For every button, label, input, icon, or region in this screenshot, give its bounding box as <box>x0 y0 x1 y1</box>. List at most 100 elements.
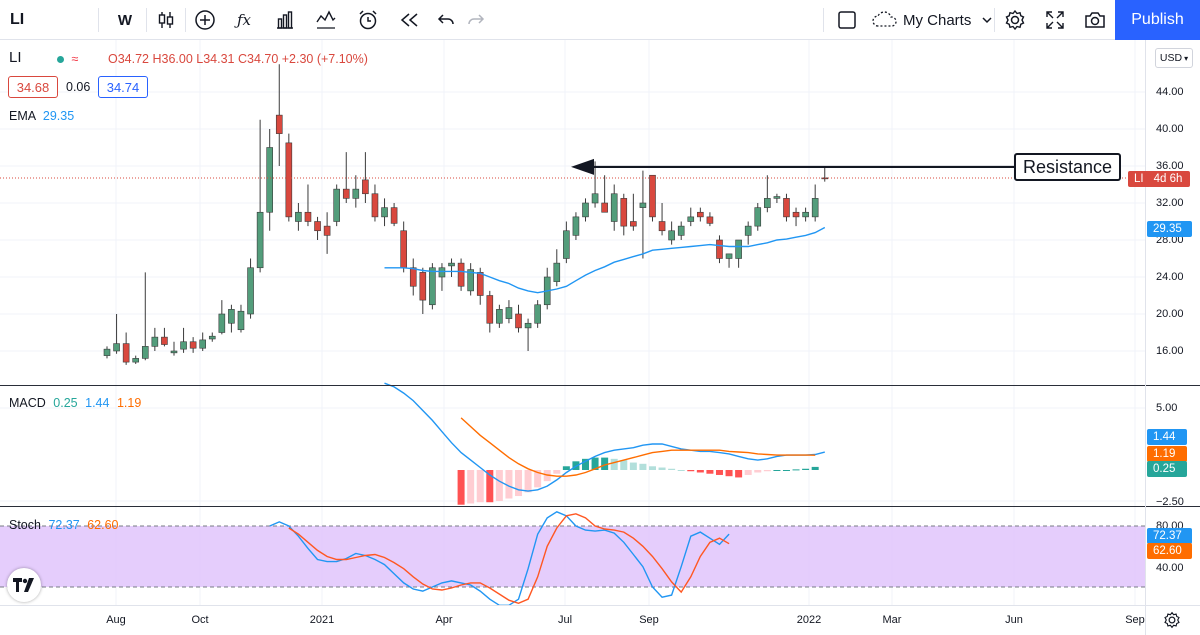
candle-body <box>151 336 159 347</box>
candle-body <box>572 216 580 236</box>
layout-icon[interactable] <box>835 0 859 40</box>
candle-body <box>429 267 436 306</box>
candle-up <box>113 314 120 354</box>
candle-up <box>543 267 551 310</box>
symbol-search-button[interactable]: LI <box>10 11 25 28</box>
time-tick: Aug <box>106 614 126 626</box>
candle-body <box>783 198 790 218</box>
stoch-d-tag: 62.60 <box>1147 543 1192 559</box>
candle-body <box>496 309 503 324</box>
candle-body <box>639 202 647 208</box>
candle-body <box>228 309 235 324</box>
interval-button[interactable]: W <box>117 11 133 29</box>
replay-icon[interactable] <box>397 0 421 40</box>
last-price-tag: LI 4d 6h <box>1128 171 1190 187</box>
macd-hist-bar <box>792 469 800 471</box>
macd-legend-macd: 1.44 <box>85 396 110 410</box>
currency-selector[interactable]: USD ▾ <box>1155 48 1193 68</box>
stoch-tick: 40.00 <box>1156 562 1184 574</box>
chart-canvas[interactable] <box>0 40 1200 635</box>
candle-body <box>342 188 350 199</box>
add-indicator-icon[interactable] <box>193 0 217 40</box>
candle-down <box>716 235 723 264</box>
candle-body <box>476 272 484 296</box>
candle-up <box>591 161 599 208</box>
candles-icon[interactable] <box>154 0 178 40</box>
candle-body <box>400 230 407 269</box>
ema-line <box>384 226 826 294</box>
macd-hist-bar <box>486 470 494 503</box>
candle-up <box>735 239 742 268</box>
candle-down <box>362 152 369 203</box>
candle-up <box>563 221 570 264</box>
macd-hist-bar <box>476 470 484 503</box>
alert-icon[interactable] <box>355 0 381 40</box>
candle-body <box>658 221 666 232</box>
legend-symbol: LI <box>9 49 22 66</box>
candle-up <box>754 203 762 231</box>
candle-body <box>352 188 360 199</box>
chevron-down-icon <box>982 17 992 24</box>
candle-up <box>429 263 436 310</box>
time-tick: 2021 <box>309 614 335 626</box>
candle-body <box>811 198 819 218</box>
stoch-legend-k: 72.37 <box>48 518 80 532</box>
gear-icon[interactable] <box>1003 0 1027 40</box>
candle-down <box>792 207 800 227</box>
publish-button[interactable]: Publish <box>1115 0 1200 40</box>
candle-body <box>256 211 264 269</box>
my-charts-label: My Charts <box>903 11 972 29</box>
price-tick: 36.00 <box>1156 160 1184 172</box>
my-charts-button[interactable]: My Charts <box>871 0 993 40</box>
candle-body <box>601 202 608 213</box>
candle-body <box>706 216 714 224</box>
undo-icon[interactable] <box>434 0 458 40</box>
price-tick: 44.00 <box>1156 86 1184 98</box>
candle-down <box>122 332 130 365</box>
bar-chart-icon[interactable] <box>273 0 297 40</box>
candle-body <box>687 216 695 222</box>
camera-icon[interactable] <box>1082 0 1108 40</box>
macd-legend: MACD 0.25 1.44 1.19 <box>9 396 141 410</box>
macd-hist-bar <box>534 470 542 488</box>
macd-hist-bar <box>515 470 523 497</box>
tradingview-logo[interactable] <box>7 568 41 602</box>
compare-icon[interactable] <box>314 0 338 40</box>
ask-price-button[interactable]: 34.74 <box>98 76 148 98</box>
fx-icon[interactable]: ƒx <box>236 11 251 29</box>
bid-price-button[interactable]: 34.68 <box>8 76 58 98</box>
candle-up <box>639 170 647 259</box>
signal-tag: 1.19 <box>1147 446 1187 462</box>
macd-hist-bar <box>782 470 790 471</box>
gear-icon[interactable] <box>1160 609 1184 631</box>
stoch-legend: Stoch 72.37 62.60 <box>9 518 119 532</box>
redo-icon[interactable] <box>464 0 488 40</box>
macd-hist-bar <box>735 470 743 478</box>
time-tick: Oct <box>191 614 209 626</box>
resistance-arrow[interactable] <box>571 158 1014 175</box>
price-tick: 20.00 <box>1156 308 1184 320</box>
candle-down <box>304 184 312 227</box>
candle-body <box>448 262 455 267</box>
candle-up <box>677 221 685 240</box>
candle-down <box>620 193 628 236</box>
candle-up <box>151 327 159 351</box>
candle-body <box>180 341 187 350</box>
candle-body <box>505 307 513 319</box>
macd-hist-bar <box>553 470 561 474</box>
candle-up <box>228 304 235 333</box>
price-tick: 28.00 <box>1156 234 1184 246</box>
time-tick: Mar <box>882 614 902 626</box>
resistance-label[interactable]: Resistance <box>1014 153 1121 181</box>
candle-up <box>237 304 245 333</box>
candle-down <box>342 152 350 203</box>
ema-legend-value: 29.35 <box>42 109 75 123</box>
spread-value: 0.06 <box>66 80 91 94</box>
candle-body <box>323 225 331 236</box>
candle-up <box>170 341 178 356</box>
candle-up <box>467 263 474 296</box>
fullscreen-icon[interactable] <box>1043 0 1067 40</box>
candle-body <box>677 225 685 236</box>
candle-body <box>515 313 522 329</box>
macd-hist-bar <box>763 470 771 472</box>
